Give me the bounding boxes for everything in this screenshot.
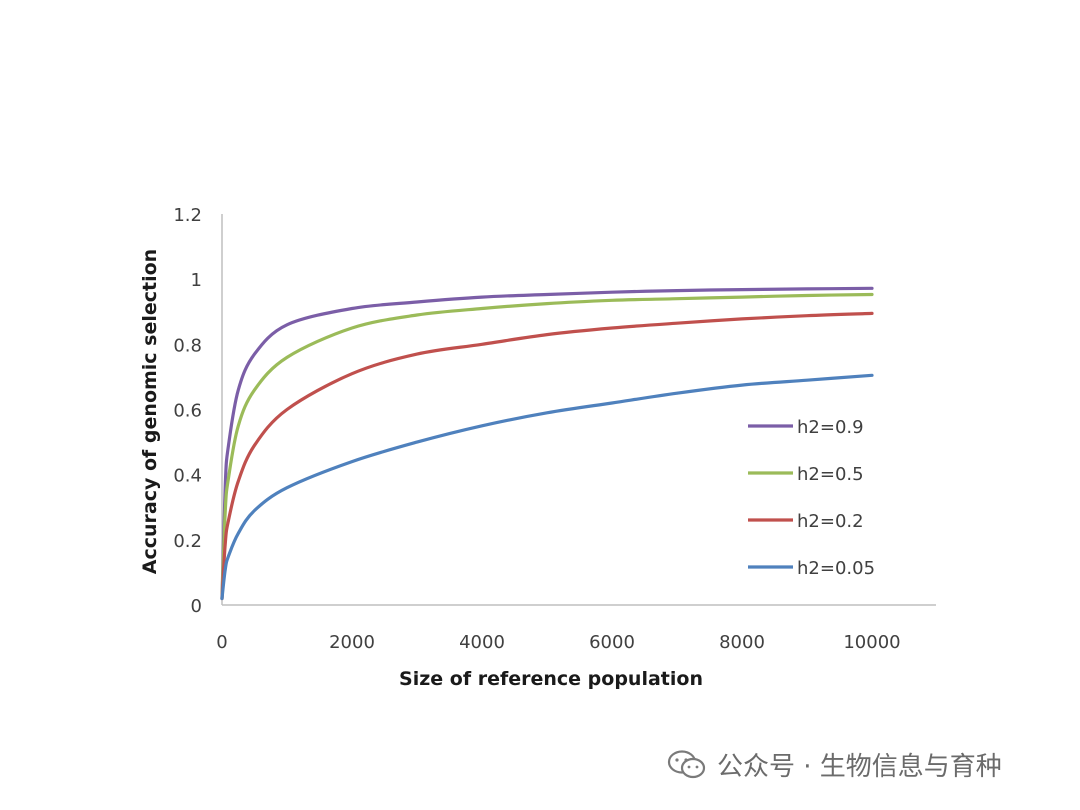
watermark: 公众号 · 生物信息与育种 (667, 746, 1002, 783)
x-tick-label: 2000 (329, 632, 375, 653)
y-tick-label: 0.2 (173, 531, 202, 552)
series-line-h2-0-05 (220, 373, 874, 601)
series-lines (220, 286, 874, 601)
series-line-h2-0-5 (220, 292, 874, 601)
legend-label: h2=0.9 (797, 417, 864, 438)
y-tick-label: 0.6 (173, 401, 202, 422)
y-axis-title: Accuracy of genomic selection (139, 249, 161, 574)
y-tick-label: 0.4 (173, 466, 202, 487)
x-axis-title: Size of reference population (399, 668, 703, 690)
wechat-icon (667, 749, 706, 778)
y-tick-label: 0 (191, 596, 202, 617)
y-tick-label: 1.2 (173, 205, 202, 226)
y-tick-label: 1 (191, 270, 202, 291)
x-tick-labels: 0 2000 4000 6000 8000 10000 (216, 632, 900, 653)
legend-label: h2=0.5 (797, 464, 864, 485)
x-tick-label: 8000 (719, 632, 765, 653)
x-tick-label: 10000 (843, 632, 900, 653)
x-tick-label: 4000 (459, 632, 505, 653)
legend-label: h2=0.2 (797, 511, 864, 532)
y-tick-labels: 0 0.2 0.4 0.6 0.8 1 1.2 (173, 205, 202, 617)
watermark-text: 公众号 · 生物信息与育种 (717, 752, 1002, 782)
series-line-h2-0-9 (220, 286, 874, 601)
y-tick-label: 0.8 (173, 335, 202, 356)
series-line-h2-0-2 (220, 311, 874, 601)
legend: h2=0.9 h2=0.5 h2=0.2 h2=0.05 (748, 417, 875, 579)
x-tick-label: 6000 (589, 632, 635, 653)
x-tick-label: 0 (216, 632, 227, 653)
legend-label: h2=0.05 (797, 558, 875, 579)
axes (221, 214, 936, 606)
